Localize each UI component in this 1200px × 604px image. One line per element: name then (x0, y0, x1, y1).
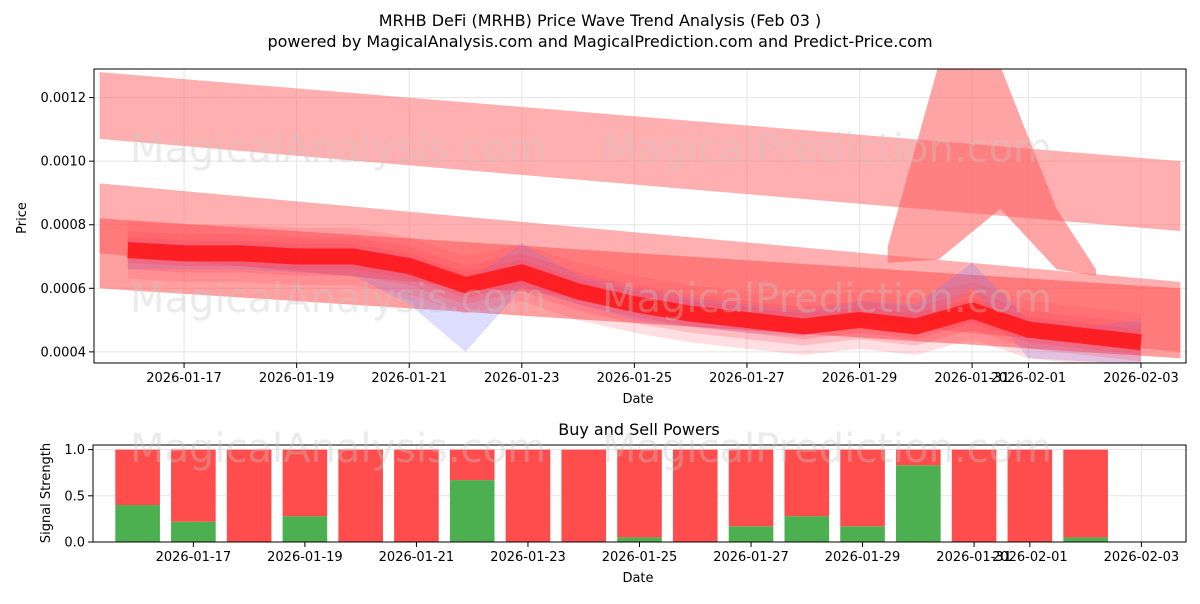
buy-bar (728, 526, 774, 542)
signal-xtick-label: 2026-02-03 (1104, 550, 1180, 565)
signal-chart-ylabel: Signal Strength (39, 443, 54, 543)
buy-bar (896, 465, 941, 542)
watermarks: MagicalAnalysis.com MagicalPrediction.co… (130, 126, 1052, 472)
buy-bar (784, 516, 830, 542)
sell-bar (449, 449, 495, 481)
sell-bar (226, 449, 272, 542)
price-ytick-label: 0.0004 (41, 345, 87, 360)
signal-chart-xlabel: Date (622, 571, 653, 586)
sell-bar (784, 449, 830, 517)
price-xtick-label: 2026-01-29 (822, 371, 898, 386)
sell-bar (561, 449, 607, 542)
buy-bar (171, 521, 216, 542)
price-ytick-label: 0.0006 (41, 282, 87, 297)
price-chart: 2026-01-17 2026-01-19 2026-01-21 2026-01-23… (41, 68, 1187, 386)
price-ytick-label: 0.0008 (41, 218, 87, 233)
price-xtick-label: 2026-01-19 (259, 371, 335, 386)
sell-bar (394, 449, 439, 542)
price-chart-xlabel: Date (622, 392, 653, 407)
price-ytick-label: 0.0012 (41, 91, 87, 106)
signal-ytick-label: 0.0 (64, 536, 85, 551)
price-xtick-label: 2026-01-31 (934, 371, 1010, 386)
sell-bar (951, 449, 997, 542)
spike-band (887, 69, 1096, 276)
signal-xtick-label: 2026-01-27 (713, 550, 789, 565)
signal-ytick-label: 1.0 (64, 443, 85, 458)
signal-xtick-label: 2026-01-23 (490, 550, 566, 565)
sell-bar (840, 449, 885, 527)
sell-bar (728, 449, 774, 527)
chart-subtitle: powered by MagicalAnalysis.com and Magic… (267, 32, 932, 51)
watermark-analysis-2: MagicalAnalysis.com (130, 276, 546, 322)
price-xtick-label: 2026-01-25 (597, 371, 673, 386)
watermark-analysis-3: MagicalAnalysis.com (130, 426, 546, 472)
buy-bar (1063, 537, 1108, 542)
price-plot-area (99, 69, 1181, 363)
signal-xtick-label: 2026-01-25 (602, 550, 678, 565)
buy-bar (840, 526, 885, 542)
watermark-prediction-1: MagicalPrediction.com (602, 126, 1052, 172)
sell-bar (1063, 449, 1108, 538)
watermark-analysis-1: MagicalAnalysis.com (130, 126, 546, 172)
buy-bar (115, 505, 160, 542)
signal-xtick-label: 2026-02-01 (992, 550, 1068, 565)
signal-ytick-label: 0.5 (64, 489, 85, 504)
signal-xtick-label: 2026-01-21 (379, 550, 455, 565)
price-plot-frame (93, 68, 1187, 364)
price-xtick-label: 2026-01-27 (709, 371, 785, 386)
price-xtick-label: 2026-01-21 (371, 371, 447, 386)
watermark-prediction-3: MagicalPrediction.com (602, 426, 1052, 472)
sell-bar (1007, 449, 1053, 542)
price-chart-ylabel: Price (15, 202, 30, 234)
trend-line (127, 242, 1142, 351)
buy-bar (617, 537, 662, 542)
sell-bar (115, 449, 160, 506)
price-xtick-label: 2026-02-01 (991, 371, 1067, 386)
price-xtick-label: 2026-01-23 (484, 371, 560, 386)
signal-chart: 2026-01-17 2026-01-19 2026-01-21 2026-01-23… (64, 443, 1187, 565)
price-ytick-label: 0.0010 (41, 155, 87, 170)
sell-bar (505, 449, 551, 542)
sell-bar (338, 449, 383, 542)
sell-bar (672, 449, 718, 542)
watermark-prediction-2: MagicalPrediction.com (602, 276, 1052, 322)
buy-bar (449, 480, 495, 542)
signal-xtick-label: 2026-01-17 (156, 550, 232, 565)
buy-bar (282, 516, 328, 542)
price-xtick-label: 2026-02-03 (1103, 371, 1179, 386)
sell-bar (896, 449, 941, 466)
price-xtick-label: 2026-01-17 (146, 371, 222, 386)
signal-chart-title: Buy and Sell Powers (558, 420, 720, 439)
signal-xtick-label: 2026-01-31 (936, 550, 1012, 565)
sell-bar (282, 449, 328, 517)
signal-xtick-label: 2026-01-29 (825, 550, 901, 565)
signal-plot-frame (92, 444, 1187, 543)
chart-title: MRHB DeFi (MRHB) Price Wave Trend Analys… (379, 11, 822, 30)
sell-bar (617, 449, 662, 538)
signal-xtick-label: 2026-01-19 (267, 550, 343, 565)
sell-bar (171, 449, 216, 522)
